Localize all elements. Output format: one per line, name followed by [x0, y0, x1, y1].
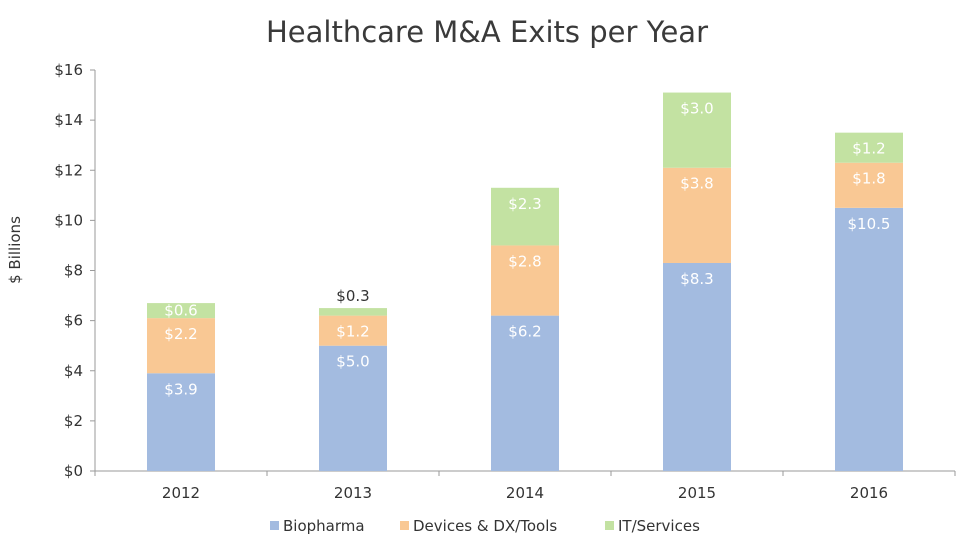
bar-segment — [319, 345, 387, 471]
bar-segment — [835, 207, 903, 471]
bar-segment — [835, 132, 903, 163]
data-label: $1.8 — [852, 170, 885, 188]
data-label: $6.2 — [508, 323, 541, 341]
chart-title: Healthcare M&A Exits per Year — [266, 15, 708, 49]
x-tick-label: 2012 — [162, 484, 200, 502]
data-label: $3.8 — [680, 175, 713, 193]
data-label: $2.8 — [508, 252, 541, 270]
data-label: $1.2 — [336, 323, 369, 341]
y-tick-label: $12 — [54, 161, 83, 179]
legend-label: Biopharma — [283, 517, 365, 535]
y-tick-label: $14 — [54, 111, 83, 129]
data-label: $0.3 — [336, 287, 369, 305]
y-tick-label: $2 — [64, 412, 83, 430]
y-tick-label: $4 — [64, 362, 83, 380]
data-label: $3.0 — [680, 100, 713, 118]
y-tick-label: $8 — [64, 262, 83, 280]
legend-label: IT/Services — [618, 517, 700, 535]
bar-segment — [663, 167, 731, 263]
x-tick-label: 2014 — [506, 484, 544, 502]
bar-segment — [147, 303, 215, 319]
data-label: $8.3 — [680, 270, 713, 288]
y-tick-label: $10 — [54, 211, 83, 229]
x-tick-label: 2015 — [678, 484, 716, 502]
x-axis-ticks: 2012 2013 2014 2015 2016 — [94, 471, 956, 502]
y-tick-label: $16 — [54, 61, 83, 79]
bars — [147, 92, 903, 471]
bar-value-labels: $3.9 $2.2 $0.6 $5.0 $1.2 $0.3 $6.2 $2.8 $2.3 $8.3… — [164, 100, 890, 399]
data-label: $0.6 — [164, 302, 197, 320]
legend-swatch — [605, 521, 614, 530]
y-axis-ticks: $0 $2 $4 $6 $8 $10 $12 $14 $16 — [54, 61, 95, 480]
bar-segment — [319, 315, 387, 346]
bar-segment — [147, 318, 215, 374]
data-label: $5.0 — [336, 353, 369, 371]
legend-swatch — [400, 521, 409, 530]
bar-segment — [835, 162, 903, 208]
data-label: $2.3 — [508, 195, 541, 213]
bar-segment — [491, 245, 559, 316]
legend-label: Devices & DX/Tools — [413, 517, 557, 535]
x-tick-label: 2016 — [850, 484, 888, 502]
bar-segment — [663, 262, 731, 471]
y-tick-label: $0 — [64, 462, 83, 480]
data-label: $3.9 — [164, 380, 197, 398]
y-tick-label: $6 — [64, 312, 83, 330]
data-label: $2.2 — [164, 325, 197, 343]
legend-swatch — [270, 521, 279, 530]
x-tick-label: 2013 — [334, 484, 372, 502]
bar-segment — [491, 187, 559, 246]
bar-segment — [491, 315, 559, 471]
y-axis-label: $ Billions — [6, 216, 24, 284]
data-label: $10.5 — [848, 215, 891, 233]
bar-segment — [147, 373, 215, 471]
legend: Biopharma Devices & DX/Tools IT/Services — [270, 517, 700, 535]
bar-segment — [319, 308, 387, 316]
data-label: $1.2 — [852, 140, 885, 158]
bar-segment — [663, 92, 731, 168]
